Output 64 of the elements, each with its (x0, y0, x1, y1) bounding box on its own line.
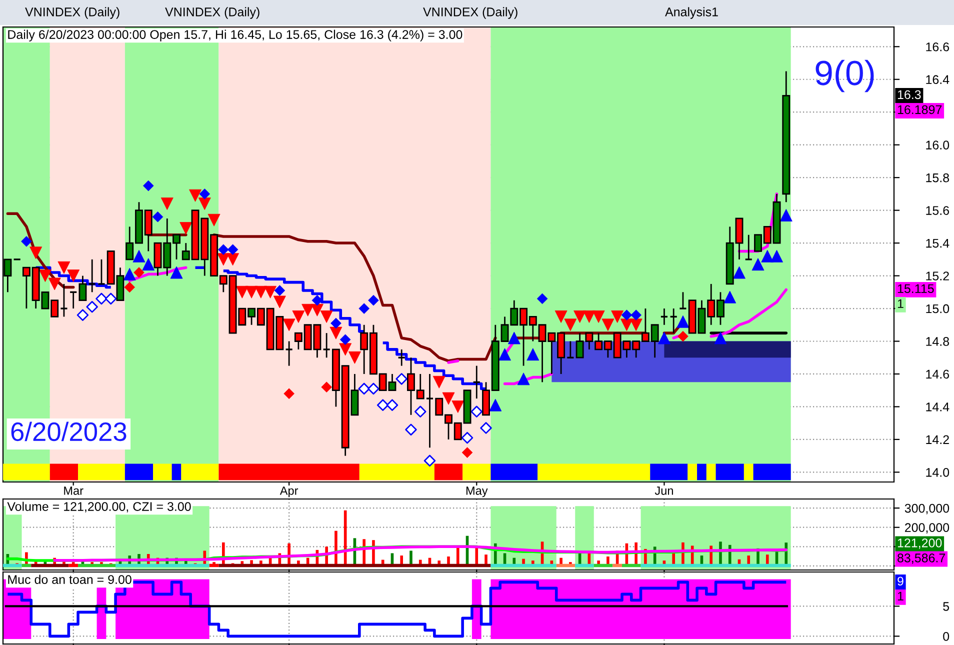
point (358, 303, 370, 314)
point (396, 372, 408, 385)
x-tick-label: May (466, 486, 488, 498)
point (376, 399, 389, 411)
text: 16.1897 (898, 105, 942, 114)
y-tick-label: 14.2 (926, 435, 949, 444)
point (264, 286, 277, 298)
text: 121,200 (898, 538, 942, 549)
annotation: 9(0) (816, 60, 874, 92)
point (480, 422, 492, 434)
candlestick (322, 332, 331, 358)
text: 1 (898, 299, 904, 308)
y-tick-label: 200,000 (905, 523, 950, 534)
annotation: 6/20/2023 (11, 422, 126, 442)
chart-title: Volume = 121,200.00, CZI = 3.00 (7, 502, 191, 512)
point (461, 432, 474, 444)
y-tick-label: 15.8 (926, 173, 950, 182)
x-tick-label: Mar (64, 486, 84, 495)
point (96, 292, 108, 305)
candlestick (97, 258, 106, 285)
x-tick-label: Apr (280, 486, 298, 498)
point (424, 454, 436, 467)
annotation: 15.115 (898, 284, 934, 294)
y-tick-label: 14.0 (926, 468, 950, 477)
text: VNINDEX (Daily) (165, 7, 260, 19)
y-tick-label: 16.4 (926, 75, 950, 84)
candlestick (88, 258, 96, 293)
point (386, 399, 398, 411)
annotation: 16.3 (898, 90, 921, 100)
y-tick-label: 15.6 (926, 206, 950, 215)
point (405, 424, 417, 436)
point (86, 300, 98, 313)
point (358, 382, 370, 395)
point (414, 406, 426, 418)
y-tick-label: 14.4 (926, 402, 950, 412)
y-tick-label: 14.8 (926, 337, 950, 346)
candlestick (426, 373, 434, 448)
y-tick-label: 16.0 (926, 140, 950, 150)
text: VNINDEX (Daily) (423, 7, 518, 19)
x-tick-label: Jun (654, 486, 673, 495)
text: 1 (898, 592, 904, 600)
y-tick-label: 14.6 (926, 370, 950, 379)
y-tick-label: 16.6 (926, 42, 950, 52)
text: 83,586.7 (898, 554, 946, 564)
chart-title: Muc do an toan = 9.00 (8, 574, 132, 584)
point (76, 309, 89, 321)
text: Analysis1 (665, 7, 718, 19)
candlestick (78, 275, 87, 302)
candlestick (678, 291, 688, 310)
chart-title: Daily 6/20/2023 00:00:00 Open 15.7, Hi 16.45, Lo 15.65, Close 16.3 (4.2%) = 3.00 (8, 30, 462, 42)
y-tick-label: 15.0 (926, 304, 950, 314)
y-tick-label: 15.4 (926, 238, 950, 248)
y-tick-label: 0 (943, 632, 950, 641)
annotation: 9 (898, 576, 904, 586)
y-tick-label: 5 (943, 602, 950, 611)
candlestick (60, 283, 68, 318)
y-tick-label: 15.2 (926, 272, 949, 280)
candlestick (284, 340, 294, 366)
point (368, 382, 380, 395)
point (470, 406, 483, 418)
point (104, 292, 117, 305)
point (142, 180, 154, 192)
y-tick-label: 300,000 (904, 504, 950, 514)
text: VNINDEX (Daily) (25, 7, 120, 19)
